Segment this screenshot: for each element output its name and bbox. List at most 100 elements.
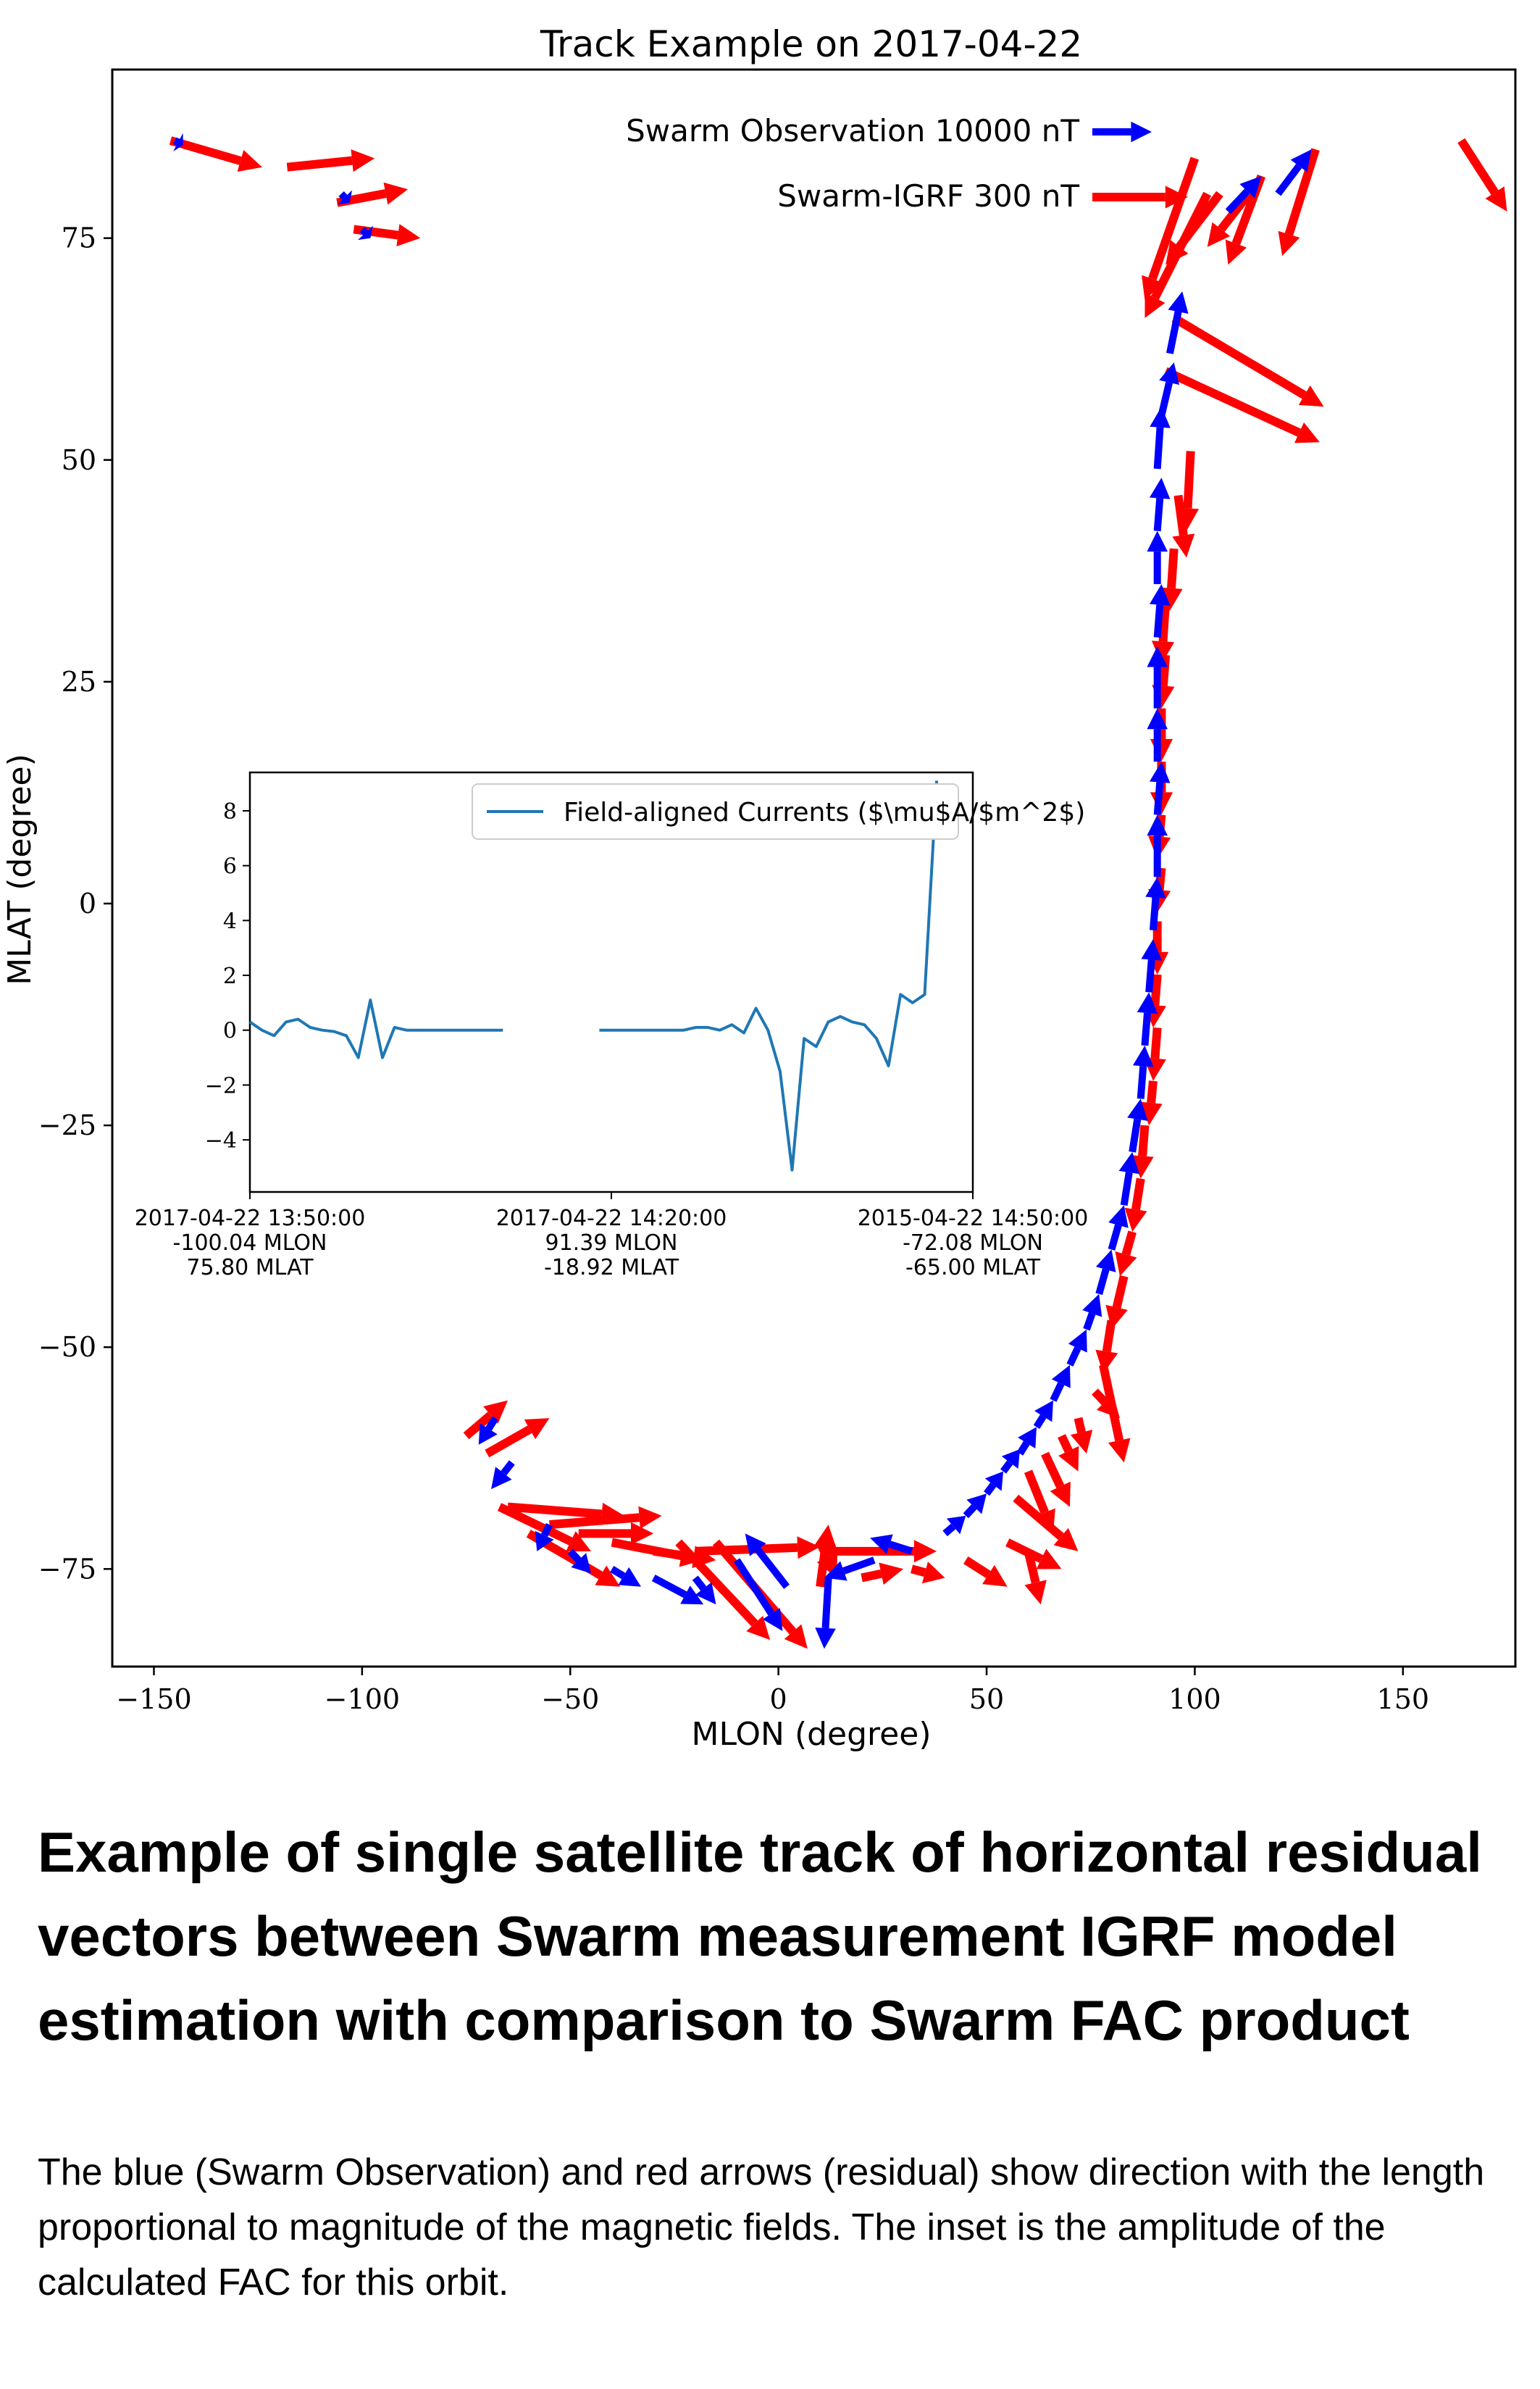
inset-frame xyxy=(248,771,974,1193)
observation-arrow xyxy=(1149,584,1171,638)
residual-arrow xyxy=(1171,314,1324,407)
residual-arrow xyxy=(1160,548,1183,611)
observation-arrow xyxy=(491,1460,515,1490)
x-tick-label: 50 xyxy=(969,1683,1004,1715)
residual-arrow xyxy=(1124,1177,1147,1233)
residual-arrow xyxy=(861,1562,904,1585)
residual-arrow xyxy=(1457,138,1507,212)
observation-arrow xyxy=(1132,1045,1154,1099)
observation-arrow xyxy=(567,1548,591,1574)
observation-arrow xyxy=(337,190,353,205)
y-tick-label: −75 xyxy=(38,1553,96,1585)
observation-arrow xyxy=(815,1577,836,1649)
inset-legend-label: Field-aligned Currents ($\mu$A/$m^2$) xyxy=(564,798,1085,827)
observation-arrow xyxy=(651,1575,704,1605)
x-tick-label: 0 xyxy=(770,1683,787,1715)
residual-arrow xyxy=(911,1562,945,1584)
inset-y-tick-label: 6 xyxy=(223,854,237,880)
residual-arrow xyxy=(1131,1125,1154,1179)
residual-arrow xyxy=(1013,1494,1079,1551)
x-tick-label: 150 xyxy=(1377,1683,1430,1715)
observation-arrow xyxy=(1147,814,1168,877)
residual-arrow xyxy=(286,149,375,172)
observation-arrow xyxy=(1147,708,1168,762)
residual-arrow xyxy=(1278,148,1320,257)
main-legend: Swarm Observation 10000 nT Swarm-IGRF 30… xyxy=(626,113,1188,214)
main-axis-ticks: −150 −100 −50 0 50 100 150 −75 −50 −25 0 25 50 75 xyxy=(38,222,1429,1715)
residual-arrow xyxy=(1172,494,1195,558)
observation-arrow xyxy=(172,133,183,152)
observation-arrow xyxy=(358,225,373,241)
residual-arrow xyxy=(675,1539,771,1640)
y-tick-label: 25 xyxy=(62,666,96,698)
observation-arrow xyxy=(733,1558,783,1632)
inset-y-tick-label: 4 xyxy=(223,909,237,934)
legend-label-residual: Swarm-IGRF 300 nT xyxy=(777,178,1079,214)
residual-arrow xyxy=(549,1506,662,1530)
residual-arrow xyxy=(1058,1434,1079,1472)
residual-arrow xyxy=(507,1502,624,1526)
observation-arrow xyxy=(478,1416,499,1445)
legend-arrow-residual xyxy=(1092,185,1188,209)
observation-arrow xyxy=(824,1556,876,1581)
observation-arrow xyxy=(535,1522,554,1551)
residual-arrow xyxy=(1163,367,1320,443)
inset-x-tick-label: 2017-04-22 13:50:00 -100.04 MLON 75.80 MLA… xyxy=(135,1206,366,1280)
inset-x-tick-label: 2015-04-22 14:50:00 -72.08 MLON -65.00 MLA… xyxy=(858,1206,1089,1280)
observation-arrows xyxy=(172,133,1312,1649)
observation-arrow xyxy=(1149,478,1171,532)
residual-arrow xyxy=(1005,1538,1062,1569)
y-tick-label: 75 xyxy=(62,222,96,254)
inset-x-tick-labels: 2017-04-22 13:50:00 -100.04 MLON 75.80 MLA… xyxy=(135,1206,1089,1280)
residual-arrow xyxy=(463,1400,509,1440)
observation-arrow xyxy=(984,1471,1004,1496)
inset-legend: Field-aligned Currents ($\mu$A/$m^2$) xyxy=(472,783,1085,840)
observation-arrow xyxy=(1225,175,1262,214)
residual-arrow xyxy=(1139,1080,1163,1126)
inset-y-tick-label: −4 xyxy=(205,1128,237,1154)
track-chart: Track Example on 2017-04-22 −150 −100 −50 0… xyxy=(1,23,1517,1753)
observation-arrow xyxy=(1108,1205,1129,1251)
observation-arrow xyxy=(870,1534,913,1555)
caption-body: The blue (Swarm Observation) and red arr… xyxy=(38,2151,1485,2303)
legend-arrow-observation xyxy=(1092,121,1152,143)
observation-arrow xyxy=(1150,406,1171,470)
observation-arrow xyxy=(1149,762,1171,815)
residual-arrow xyxy=(497,1503,591,1552)
main-plot-frame xyxy=(111,68,1517,1668)
x-tick-label: −150 xyxy=(116,1683,191,1715)
residual-arrow xyxy=(1070,1417,1093,1454)
observation-arrow xyxy=(1050,1364,1071,1402)
observation-arrow xyxy=(1166,291,1189,354)
legend-arrow-residual-mark xyxy=(1092,185,1188,209)
residual-arrow xyxy=(814,1525,837,1588)
legend-label-observation: Swarm Observation 10000 nT xyxy=(626,113,1079,149)
residual-arrow xyxy=(1166,191,1223,265)
chart-title: Track Example on 2017-04-22 xyxy=(540,23,1082,65)
observation-arrow xyxy=(1033,1400,1053,1430)
y-tick-label: 50 xyxy=(62,444,96,476)
x-axis-label: MLON (degree) xyxy=(692,1716,932,1753)
observation-arrow xyxy=(1066,1329,1087,1367)
residual-arrow xyxy=(963,1556,1008,1587)
residual-arrow xyxy=(1207,191,1252,247)
x-tick-label: −100 xyxy=(325,1683,400,1715)
observation-arrow xyxy=(1147,646,1168,709)
residual-arrow xyxy=(485,1418,550,1458)
inset-legend-box xyxy=(472,783,959,840)
legend-arrow-observation-mark xyxy=(1092,121,1152,143)
observation-arrow xyxy=(963,1493,987,1519)
observation-arrow xyxy=(1118,1151,1139,1206)
observation-arrow xyxy=(745,1533,790,1589)
observation-arrow xyxy=(610,1566,641,1587)
y-axis-label: MLAT (degree) xyxy=(1,754,38,985)
observation-arrow xyxy=(692,1575,716,1605)
observation-arrow xyxy=(1137,992,1158,1046)
residual-arrow xyxy=(1095,1319,1118,1374)
fac-line xyxy=(248,780,939,1172)
observation-arrow xyxy=(1082,1293,1102,1331)
inset-y-tick-label: 8 xyxy=(223,799,237,825)
caption-title: Example of single satellite track of hor… xyxy=(38,1820,1482,2052)
observation-arrow xyxy=(1275,149,1312,196)
observation-arrow xyxy=(942,1515,966,1537)
